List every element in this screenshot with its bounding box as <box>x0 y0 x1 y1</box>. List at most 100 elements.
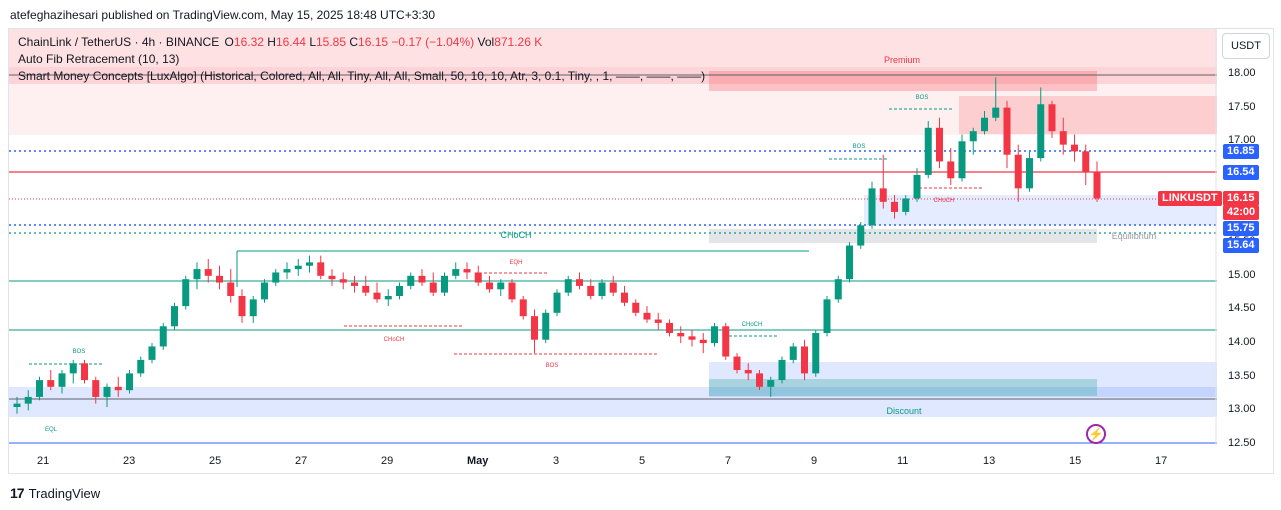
candle-body <box>677 333 685 337</box>
candle-body <box>981 117 988 132</box>
discount-zone <box>9 387 1217 417</box>
candle-body <box>654 319 662 323</box>
price-tick: 14.50 <box>1228 302 1256 315</box>
candle-body <box>666 322 673 333</box>
candle-body <box>171 306 178 327</box>
price-tag: 16.54 <box>1223 165 1259 180</box>
choch-label-red: CHoCH <box>384 337 405 343</box>
price-tag: 42:00 <box>1223 205 1260 220</box>
footer-brand-text: TradingView <box>28 485 101 501</box>
choch-label-top: CHoCH <box>934 198 955 204</box>
candle-body <box>733 356 741 370</box>
candle-body <box>114 386 122 391</box>
legend-indicator-smc[interactable]: Smart Money Concepts [LuxAlgo] (Historic… <box>18 69 706 83</box>
candle-body <box>474 272 482 283</box>
price-chart[interactable]: CHoCH BOS EQL CHoCH BOS EQH CHoCH BOS BOS CHoCH Pr… <box>9 29 1217 445</box>
candle-body <box>598 282 606 296</box>
time-tick: 17 <box>1155 455 1168 467</box>
legend-symbol: ChainLink / TetherUS · 4h · BINANCE <box>18 35 220 49</box>
candle-body <box>531 316 538 340</box>
time-tick: 5 <box>639 455 646 467</box>
candle-body <box>283 269 291 273</box>
tradingview-logo-icon: 17 <box>10 485 25 501</box>
candle-body <box>1059 131 1067 145</box>
chart-frame <box>8 28 1274 474</box>
candle-body <box>1082 151 1090 172</box>
bos-label-top: BOS <box>916 95 929 101</box>
candle-body <box>103 386 111 397</box>
candle-body <box>58 373 66 387</box>
candle-body <box>564 279 572 293</box>
bos-label-mid: BOS <box>853 144 866 150</box>
candle-body <box>204 269 212 276</box>
candle-body <box>947 161 955 179</box>
time-tick: 13 <box>983 455 996 467</box>
legend-high-label: H <box>267 35 276 49</box>
candle-body <box>328 275 336 280</box>
candle-body <box>879 188 887 202</box>
time-tick: 3 <box>553 455 560 467</box>
legend-ohlc: ChainLink / TetherUS · 4h · BINANCE O16.… <box>18 35 542 49</box>
choch-label-mid: CHoCH <box>742 322 763 328</box>
bos-label-red: BOS <box>546 363 559 369</box>
candle-body <box>609 282 617 293</box>
candle-body <box>1014 154 1022 189</box>
currency-button[interactable]: USDT <box>1222 33 1270 59</box>
candle-body <box>688 336 696 340</box>
price-tag: 16.15 <box>1223 191 1259 206</box>
candle-body <box>857 225 865 246</box>
candle-body <box>1093 171 1101 199</box>
legend-open-label: O <box>224 35 234 49</box>
candle-body <box>441 275 448 293</box>
candle-body <box>891 201 898 212</box>
candle-body <box>1048 104 1056 132</box>
time-tick: 21 <box>37 455 50 467</box>
footer-brand[interactable]: 17 TradingView <box>10 485 100 501</box>
candle-body <box>643 312 651 320</box>
candle-body <box>1026 158 1033 189</box>
legend-low-label: L <box>309 35 316 49</box>
time-tick: 29 <box>381 455 394 467</box>
candle-body <box>823 299 831 333</box>
candle-body <box>508 282 516 300</box>
price-tag: LINKUSDT <box>1158 191 1222 206</box>
candle-body <box>148 346 156 360</box>
candle-body <box>767 380 775 387</box>
candle-body <box>812 333 820 374</box>
candle-body <box>13 403 21 407</box>
candle-body <box>1003 107 1011 155</box>
time-tick: 15 <box>1069 455 1082 467</box>
candle-body <box>92 380 100 397</box>
candle-body <box>711 326 718 344</box>
candle-body <box>519 299 527 317</box>
candle-body <box>182 279 190 307</box>
price-tick: 12.50 <box>1228 437 1256 449</box>
candle-body <box>801 346 808 374</box>
candle-body <box>272 272 280 283</box>
candle-body <box>238 296 246 317</box>
candle-body <box>1071 144 1078 152</box>
candle-body <box>587 285 595 296</box>
candle-body <box>992 107 1000 118</box>
candle-body <box>846 245 853 280</box>
candle-body <box>36 380 43 397</box>
price-tag: 16.85 <box>1223 144 1259 159</box>
time-tick: 23 <box>123 455 136 467</box>
candle-body <box>576 279 583 286</box>
candle-body <box>452 269 460 276</box>
supply-block-2 <box>959 96 1217 134</box>
candle-body <box>463 269 471 273</box>
time-tick: 11 <box>897 455 909 467</box>
price-tick: 18.00 <box>1228 67 1256 79</box>
price-tick: 17.00 <box>1228 134 1256 147</box>
candle-body <box>339 279 347 283</box>
candle-body <box>429 282 437 293</box>
lightning-icon[interactable]: ⚡ <box>1086 424 1106 444</box>
candle-body <box>936 127 943 162</box>
legend-change: −0.17 (−1.04%) <box>391 35 475 49</box>
legend-indicator-fib[interactable]: Auto Fib Retracement (10, 13) <box>18 52 180 66</box>
candle-body <box>306 262 313 266</box>
legend-vol: 871.26 K <box>494 35 543 49</box>
candle-body <box>81 363 88 381</box>
candle-body <box>621 292 628 303</box>
